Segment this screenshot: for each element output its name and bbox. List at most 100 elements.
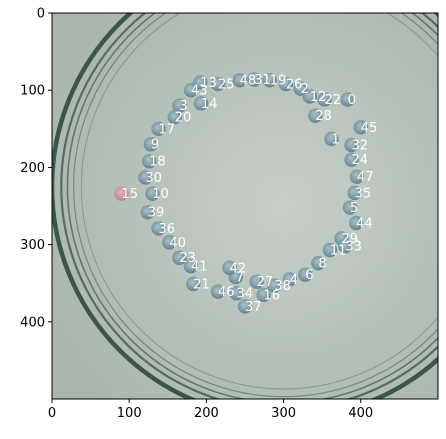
dish-rim-ring [80,13,438,390]
spot-48 [232,72,247,88]
spot-42 [222,260,237,275]
spot-24 [344,152,359,167]
axes-frame [51,12,439,400]
spot-31 [247,72,262,87]
spot-label-48: 48 [240,74,257,89]
spot-3 [172,98,187,113]
spot-label-26: 26 [286,78,303,93]
spot-32 [344,137,359,153]
spot-label-36: 36 [159,222,176,237]
spot-34 [229,286,244,301]
spot-33 [338,238,353,254]
spot-label-41: 41 [191,260,208,275]
spot-layer [114,72,368,314]
spot-label-17: 17 [159,122,176,137]
spot-label-2: 2 [301,82,309,97]
spot-27 [249,274,264,289]
spot-label-19: 19 [270,74,287,89]
spot-label-44: 44 [356,216,373,231]
spot-41 [183,259,199,274]
spot-label-9: 9 [151,138,159,153]
spot-40 [162,235,177,250]
dish-rim-ring [66,13,438,399]
spot-14 [193,96,209,111]
spot-47 [349,169,365,184]
spot-label-7: 7 [236,271,244,286]
spot-label-6: 6 [305,268,313,283]
spot-label-37: 37 [245,300,262,315]
spot-label-8: 8 [318,257,326,272]
spot-label-12: 12 [310,90,327,105]
spot-label-3: 3 [179,99,187,114]
y-axis: 0 100 200 300 400 [20,7,52,330]
spot-label-31: 31 [254,73,271,88]
spot-15 [114,186,129,201]
x-tick-label: 200 [194,406,219,421]
spot-label-33: 33 [345,240,362,255]
spot-label-15: 15 [121,187,138,202]
spot-20 [167,110,182,125]
spot-label-14: 14 [201,97,218,112]
spot-label-21: 21 [193,277,210,292]
spot-label-16: 16 [264,288,281,303]
x-tick-label: 400 [348,406,373,421]
spot-label-11: 11 [330,244,347,259]
spot-36 [151,221,166,236]
dish-rim-ring [60,13,438,399]
spot-30 [138,170,153,185]
spot-18 [142,154,157,169]
spot-43 [183,83,199,98]
spot-label-46: 46 [218,285,235,300]
spot-19 [262,72,277,88]
y-tick-label: 400 [20,315,45,330]
spot-label-1: 1 [331,132,339,147]
spot-11 [322,242,338,258]
spot-39 [140,204,155,220]
spot-5 [342,200,358,215]
spot-21 [186,276,201,292]
spot-22 [317,92,332,107]
spot-12 [302,89,318,104]
spot-label-4: 4 [290,273,298,288]
y-tick-label: 200 [20,161,45,176]
spot-8 [311,255,326,271]
spot-45 [353,120,368,135]
spot-38 [267,278,282,293]
spot-9 [143,137,159,152]
spot-label-45: 45 [361,121,378,136]
spot-25 [210,76,226,92]
spot-23 [172,250,187,265]
spot-label-32: 32 [352,139,369,154]
spot-label-30: 30 [145,171,162,186]
label-layer: 0123456789101112131415161718192021222324… [121,73,377,315]
spot-label-0: 0 [348,93,356,108]
x-tick-label: 0 [48,406,56,421]
y-tick-label: 0 [37,7,45,22]
spot-10 [145,186,160,201]
spot-label-39: 39 [148,206,165,221]
y-tick-label: 300 [20,238,45,253]
spot-label-35: 35 [355,186,372,201]
spot-label-23: 23 [179,251,196,266]
y-tick-label: 100 [20,84,45,99]
spot-16 [256,287,271,302]
spot-label-38: 38 [274,279,291,294]
spot-label-43: 43 [191,84,208,99]
dish-rim-ring [73,13,438,398]
spot-44 [348,215,364,231]
spot-label-27: 27 [257,275,274,290]
spot-37 [237,299,253,314]
spot-label-42: 42 [230,261,247,276]
spot-1 [324,131,339,147]
spot-label-10: 10 [152,187,169,202]
spot-label-29: 29 [342,232,359,247]
spot-label-20: 20 [175,111,192,126]
spot-label-24: 24 [352,153,369,168]
spot-28 [308,108,323,123]
spot-label-25: 25 [218,78,235,93]
spot-label-28: 28 [315,109,332,124]
spot-46 [210,284,226,299]
spot-26 [278,76,294,92]
